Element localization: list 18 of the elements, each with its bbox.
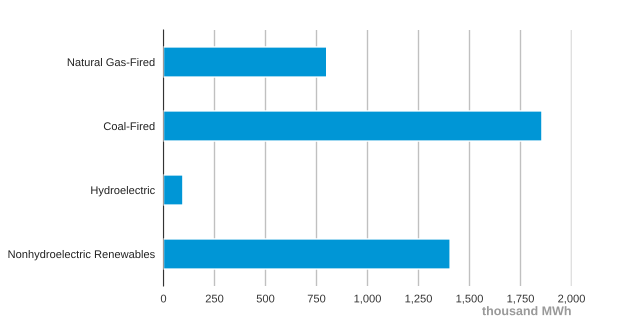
y-tick-label: Nonhydroelectric Renewables bbox=[8, 250, 155, 260]
y-tick-label: Coal-Fired bbox=[104, 122, 154, 130]
bar bbox=[164, 238, 451, 270]
y-tick-label: Hydroelectric bbox=[91, 186, 155, 196]
x-tick-label: 750 bbox=[308, 294, 326, 302]
bar bbox=[164, 46, 328, 78]
x-axis-title: thousand MWh bbox=[482, 306, 571, 316]
x-tick-label: 250 bbox=[206, 294, 224, 302]
x-tick-label: 2,000 bbox=[558, 294, 585, 304]
x-tick-label: 0 bbox=[160, 294, 166, 302]
x-tick-label: 500 bbox=[256, 294, 274, 302]
x-tick-label: 1,000 bbox=[354, 294, 381, 304]
x-tick-label: 1,250 bbox=[405, 294, 432, 304]
x-tick-label: 1,750 bbox=[507, 294, 534, 304]
bar bbox=[164, 174, 184, 206]
y-tick-label: Natural Gas-Fired bbox=[68, 58, 154, 66]
bar bbox=[164, 110, 543, 142]
x-tick-label: 1,500 bbox=[456, 294, 483, 304]
